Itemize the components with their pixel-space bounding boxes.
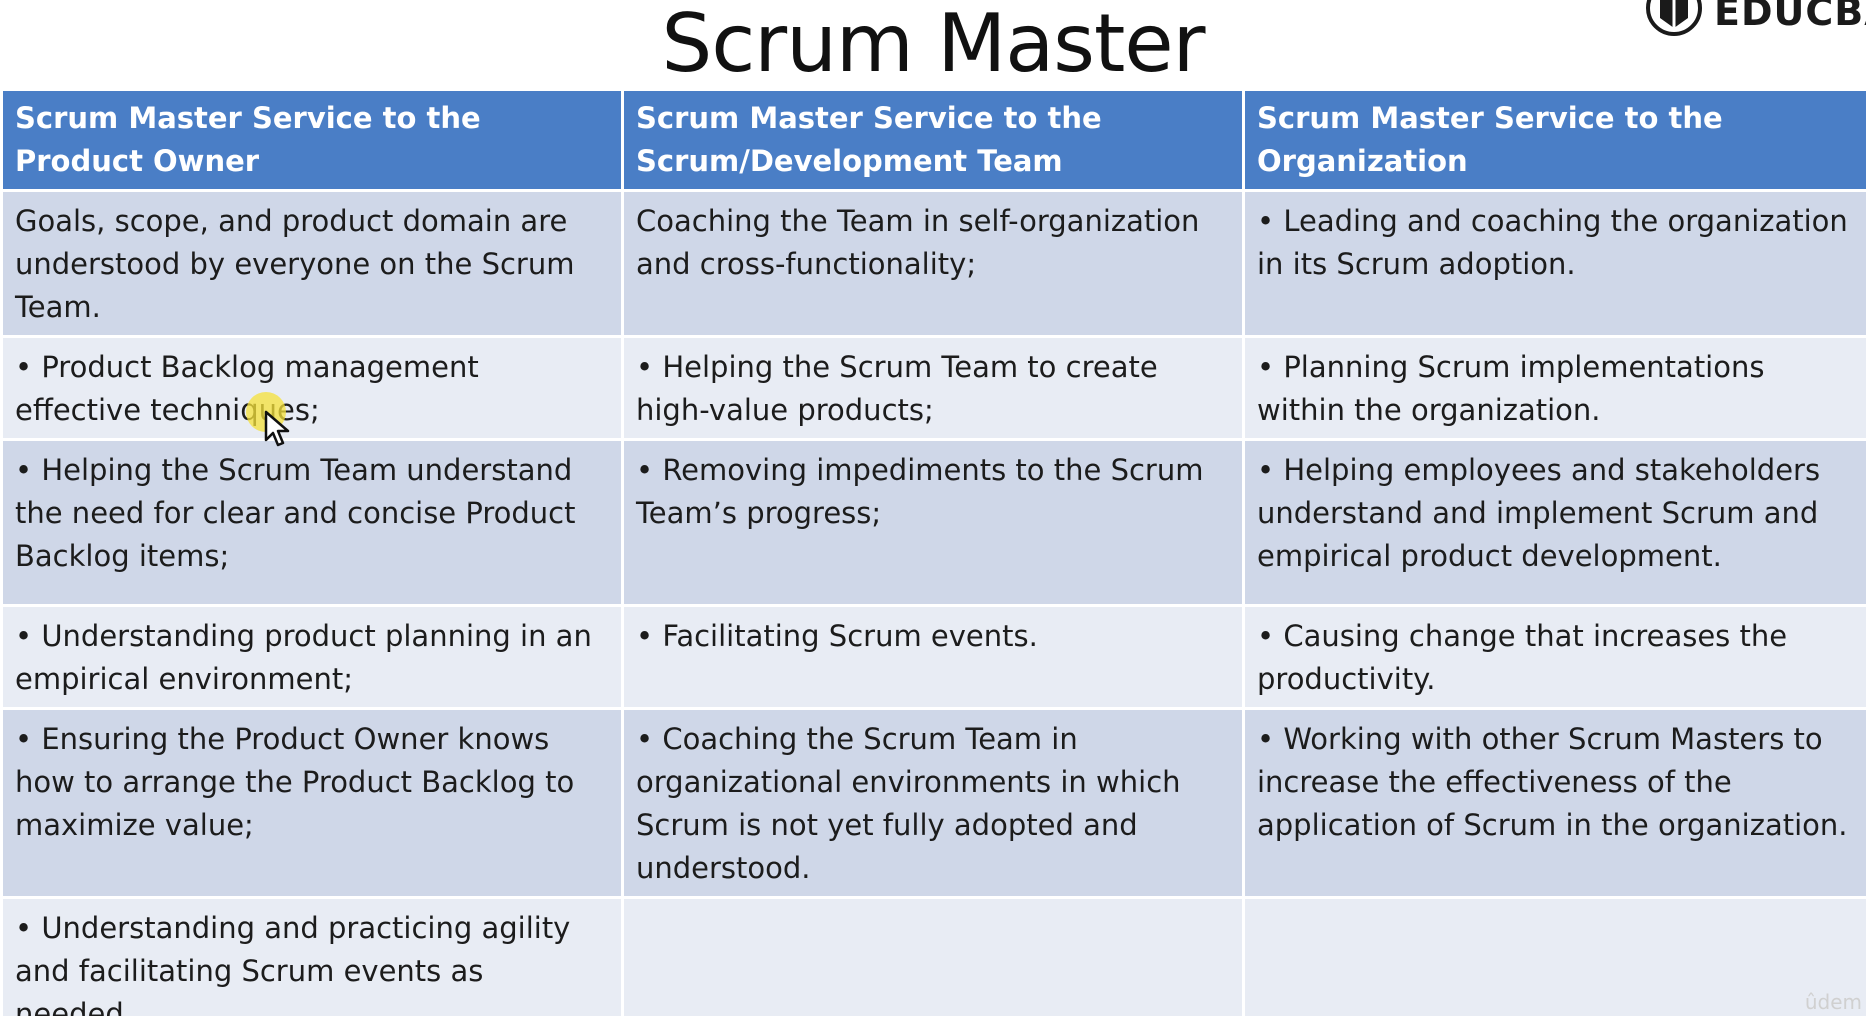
udemy-watermark: ûdem [1804,990,1862,1014]
table-cell: • Helping the Scrum Team understand the … [0,438,624,607]
table-cell: • Coaching the Scrum Team in organizatio… [621,707,1245,899]
brand-logo: EDUCBA [1642,0,1866,36]
table-cell: • Facilitating Scrum events. [621,604,1245,710]
slide-title: Scrum Master [661,0,1206,90]
header-product-owner: Scrum Master Service to the Product Owne… [0,88,624,192]
table-cell: • Understanding product planning in an e… [0,604,624,710]
table-cell: • Helping the Scrum Team to create high-… [621,335,1245,441]
table-cell [1242,896,1866,1016]
table-cell: Goals, scope, and product domain are und… [0,189,624,338]
table-row: • Helping the Scrum Team understand the … [0,438,1866,607]
table-cell: • Causing change that increases the prod… [1242,604,1866,710]
table-row: • Understanding product planning in an e… [0,604,1866,710]
table-row: • Understanding and practicing agility a… [0,896,1866,1016]
table-cell: • Planning Scrum implementations within … [1242,335,1866,441]
table-cell: • Understanding and practicing agility a… [0,896,624,1016]
educba-logo-icon [1646,0,1702,36]
header-row: Scrum Master Service to the Product Owne… [0,88,1866,192]
table-cell: • Ensuring the Product Owner knows how t… [0,707,624,899]
table-cell: • Helping employees and stakeholders und… [1242,438,1866,607]
table-row: Goals, scope, and product domain are und… [0,189,1866,338]
table-cell: • Leading and coaching the organization … [1242,189,1866,338]
table-row: • Ensuring the Product Owner knows how t… [0,707,1866,899]
table-cell: Coaching the Team in self-organization a… [621,189,1245,338]
header-development-team: Scrum Master Service to the Scrum/Develo… [621,88,1245,192]
table-row: • Product Backlog management effective t… [0,335,1866,441]
services-table: Scrum Master Service to the Product Owne… [0,88,1866,1016]
table-cell: • Product Backlog management effective t… [0,335,624,441]
brand-name: EDUCBA [1714,0,1866,34]
table-cell: • Removing impediments to the Scrum Team… [621,438,1245,607]
table-cell: • Working with other Scrum Masters to in… [1242,707,1866,899]
table-cell [621,896,1245,1016]
header-organization: Scrum Master Service to the Organization [1242,88,1866,192]
